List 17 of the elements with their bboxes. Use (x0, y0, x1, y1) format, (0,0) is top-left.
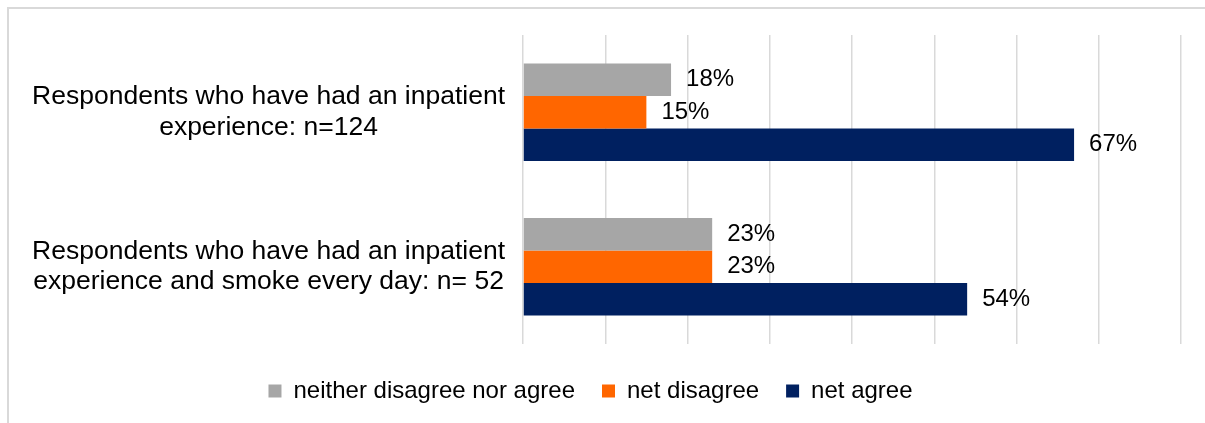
data-label: 18% (686, 64, 735, 92)
y-tick-label: Respondents who have had an inpatient experience and smoke every day: n= 52 (32, 234, 506, 296)
legend-label: net agree (811, 375, 913, 403)
y-tick-label: Respondents who have had an inpatient experience: n=124 (32, 80, 506, 141)
data-label: 15% (661, 96, 710, 124)
legend-label: neither disagree nor agree (293, 375, 576, 403)
bar (523, 96, 647, 129)
bar (523, 128, 1075, 161)
legend-label: net disagree (627, 375, 760, 403)
data-label: 23% (727, 218, 776, 246)
data-label: 23% (727, 251, 776, 279)
bar (523, 218, 713, 251)
bar (523, 250, 713, 283)
bar (523, 282, 968, 316)
data-label: 54% (982, 283, 1031, 311)
bar (523, 63, 672, 97)
data-label: 67% (1089, 129, 1138, 157)
